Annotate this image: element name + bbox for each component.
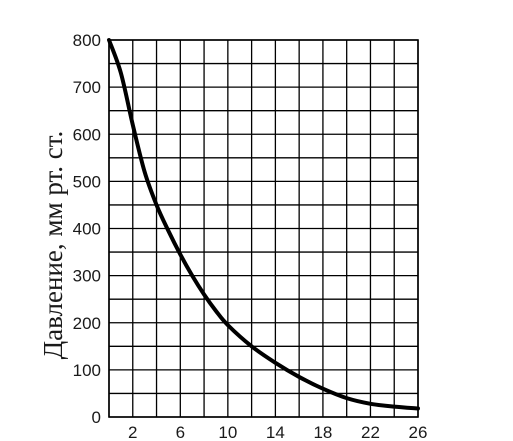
x-tick-label: 2	[128, 423, 137, 441]
curve-layer	[107, 38, 420, 411]
plot-frame	[108, 39, 419, 418]
y-tick-label: 600	[73, 125, 101, 144]
x-tick-label: 14	[266, 423, 285, 441]
y-tick-label: 500	[73, 172, 101, 191]
plot-border	[108, 39, 419, 418]
y-axis-label: Давление, мм рт. ст.	[38, 131, 68, 359]
x-tick-label: 6	[176, 423, 185, 441]
y-tick-label: 300	[73, 267, 101, 286]
y-tick-label: 100	[73, 361, 101, 380]
x-tick-label: 26	[409, 423, 428, 441]
pressure-curve-line	[107, 38, 420, 411]
y-tick-labels: 0 100 200 300 400 500 600 700 800	[73, 31, 101, 427]
y-tick-label: 800	[73, 31, 101, 50]
y-tick-label: 0	[92, 408, 101, 427]
y-tick-label: 200	[73, 314, 101, 333]
x-tick-labels: 2 6 10 14 18 22 26	[128, 423, 427, 441]
x-tick-label: 22	[361, 423, 380, 441]
y-tick-label: 400	[73, 220, 101, 239]
x-tick-label: 10	[218, 423, 237, 441]
x-tick-label: 18	[313, 423, 332, 441]
grid	[108, 39, 419, 418]
y-tick-label: 700	[73, 78, 101, 97]
